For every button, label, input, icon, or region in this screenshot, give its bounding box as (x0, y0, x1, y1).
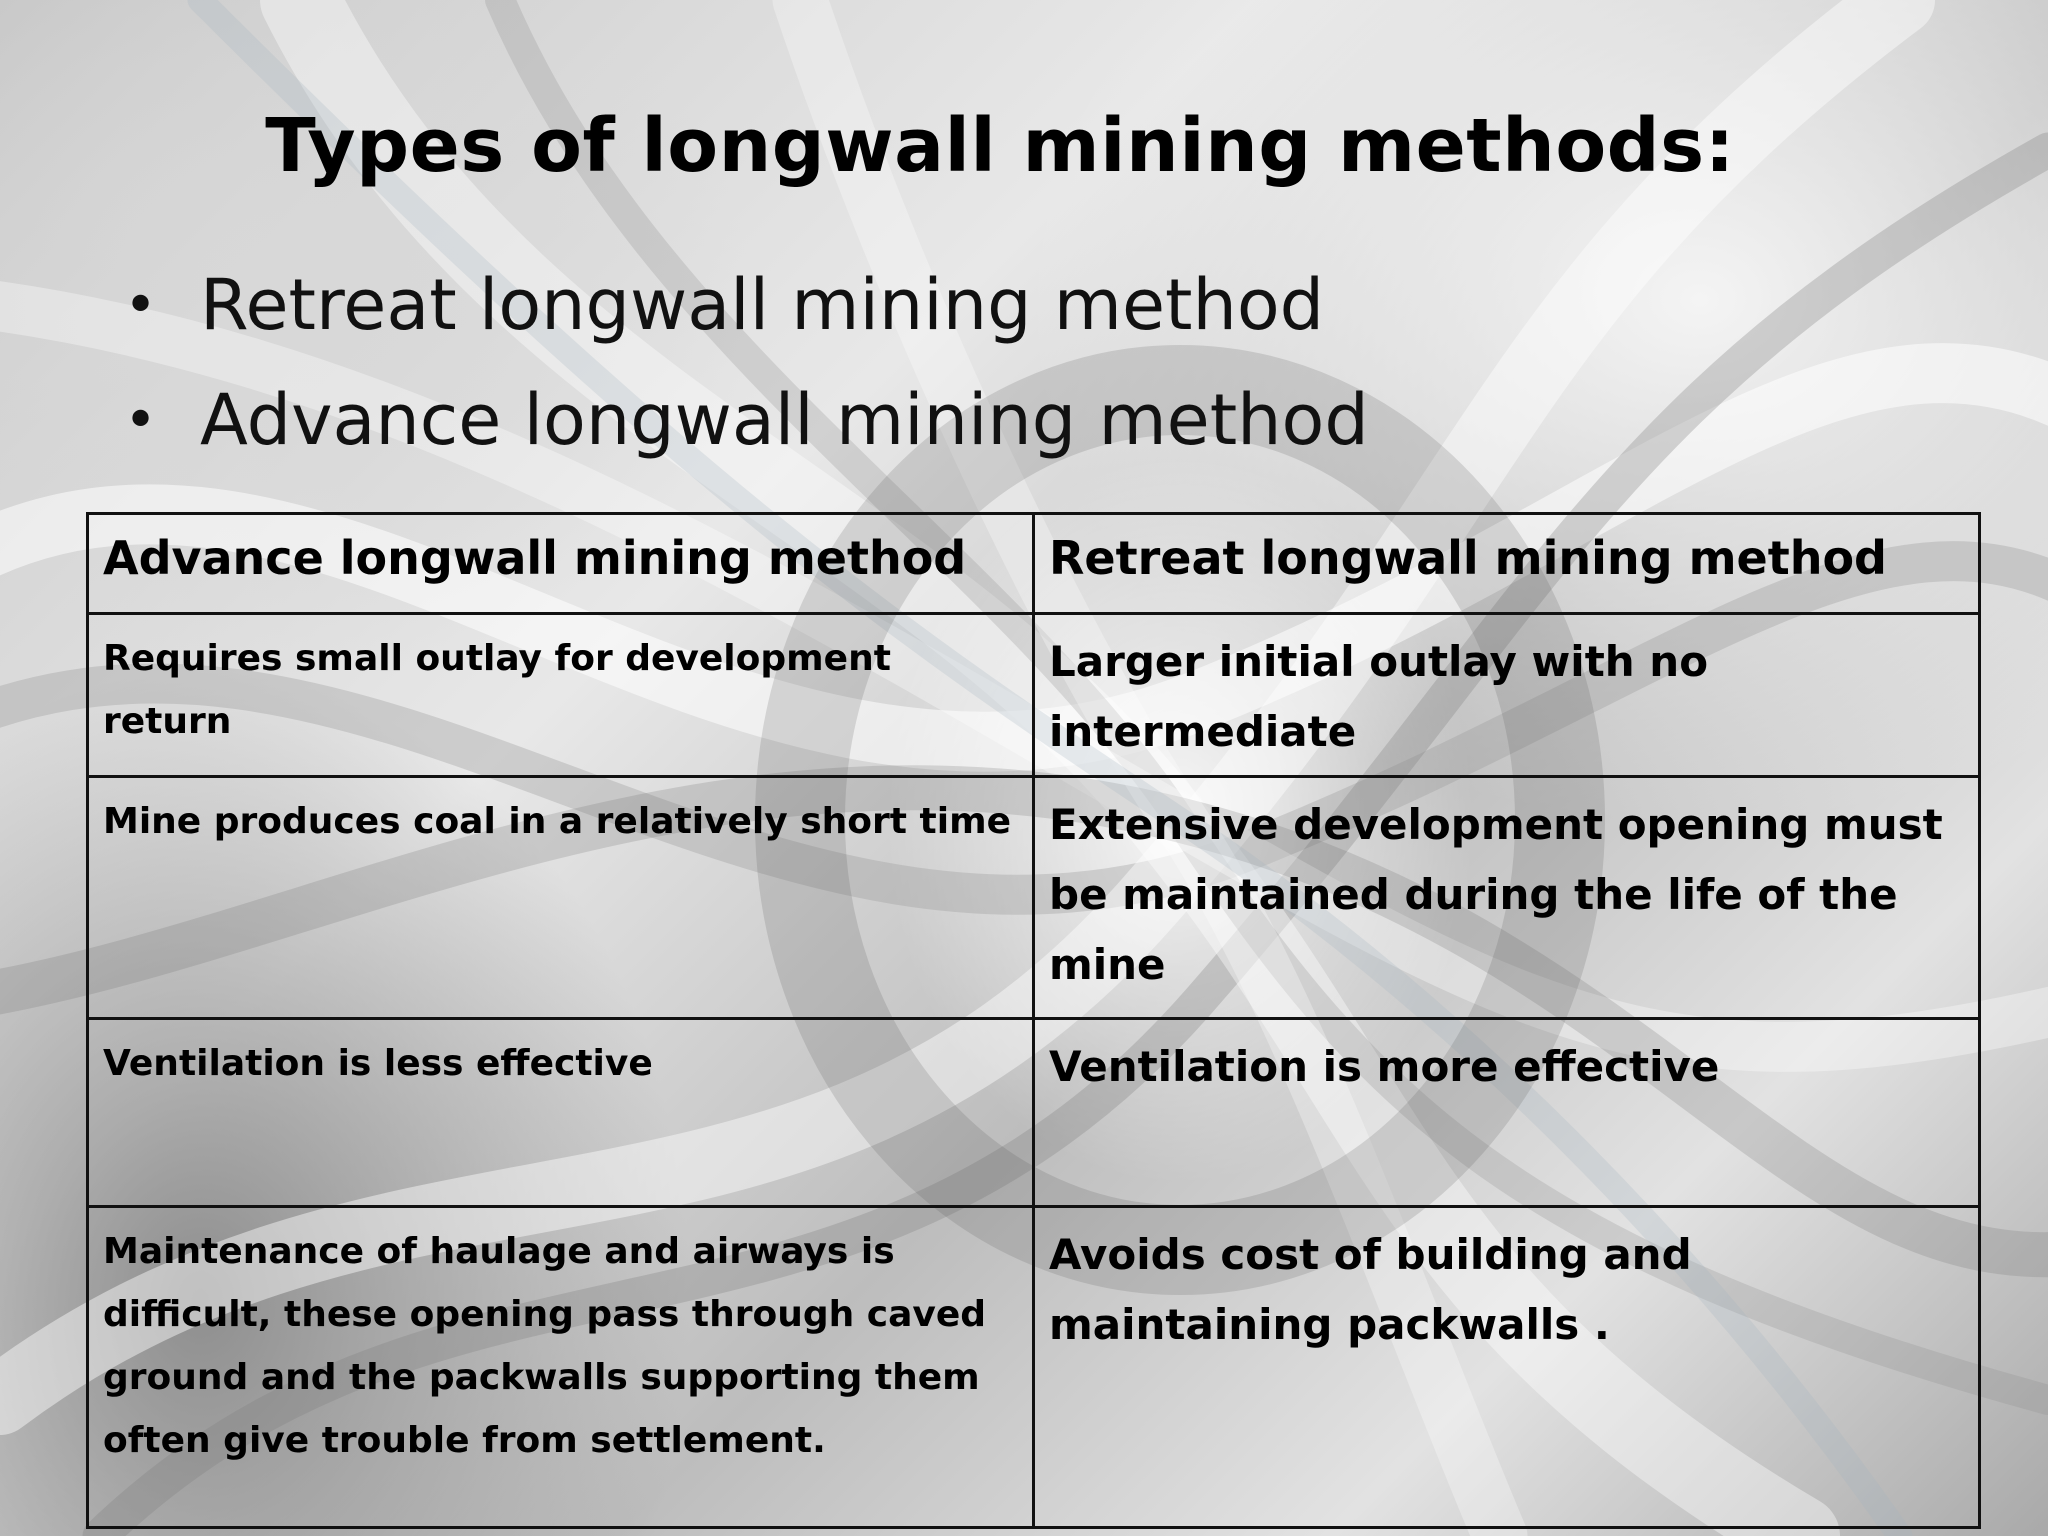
table-cell-advance: Maintenance of haulage and airways is di… (86, 1205, 1035, 1529)
table-cell-retreat: Larger initial outlay with no intermedia… (1032, 612, 1981, 778)
table-header-retreat: Retreat longwall mining method (1032, 512, 1981, 615)
table-row: Ventilation is less effective Ventilatio… (86, 1017, 1981, 1208)
bullet-dot-icon: • (124, 273, 158, 338)
bullet-dot-icon: • (124, 388, 158, 453)
comparison-table: Advance longwall mining method Retreat l… (86, 512, 1981, 1529)
bullet-item: • Advance longwall mining method (120, 363, 1369, 478)
bullet-list: • Retreat longwall mining method • Advan… (120, 248, 1369, 478)
table-cell-advance: Requires small outlay for development re… (86, 612, 1035, 778)
bullet-text: Retreat longwall mining method (200, 264, 1325, 346)
table-cell-advance: Ventilation is less effective (86, 1017, 1035, 1208)
slide-title: Types of longwall mining methods: (265, 103, 1735, 189)
table-cell-retreat: Avoids cost of building and maintaining … (1032, 1205, 1981, 1529)
table-row: Maintenance of haulage and airways is di… (86, 1205, 1981, 1529)
table-cell-retreat: Ventilation is more effective (1032, 1017, 1981, 1208)
table-cell-advance: Mine produces coal in a relatively short… (86, 775, 1035, 1020)
table-row: Requires small outlay for development re… (86, 612, 1981, 778)
bullet-item: • Retreat longwall mining method (120, 248, 1369, 363)
bullet-text: Advance longwall mining method (200, 379, 1369, 461)
table-header-advance: Advance longwall mining method (86, 512, 1035, 615)
table-cell-retreat: Extensive development opening must be ma… (1032, 775, 1981, 1020)
table-row: Mine produces coal in a relatively short… (86, 775, 1981, 1020)
table-header-row: Advance longwall mining method Retreat l… (86, 512, 1981, 615)
